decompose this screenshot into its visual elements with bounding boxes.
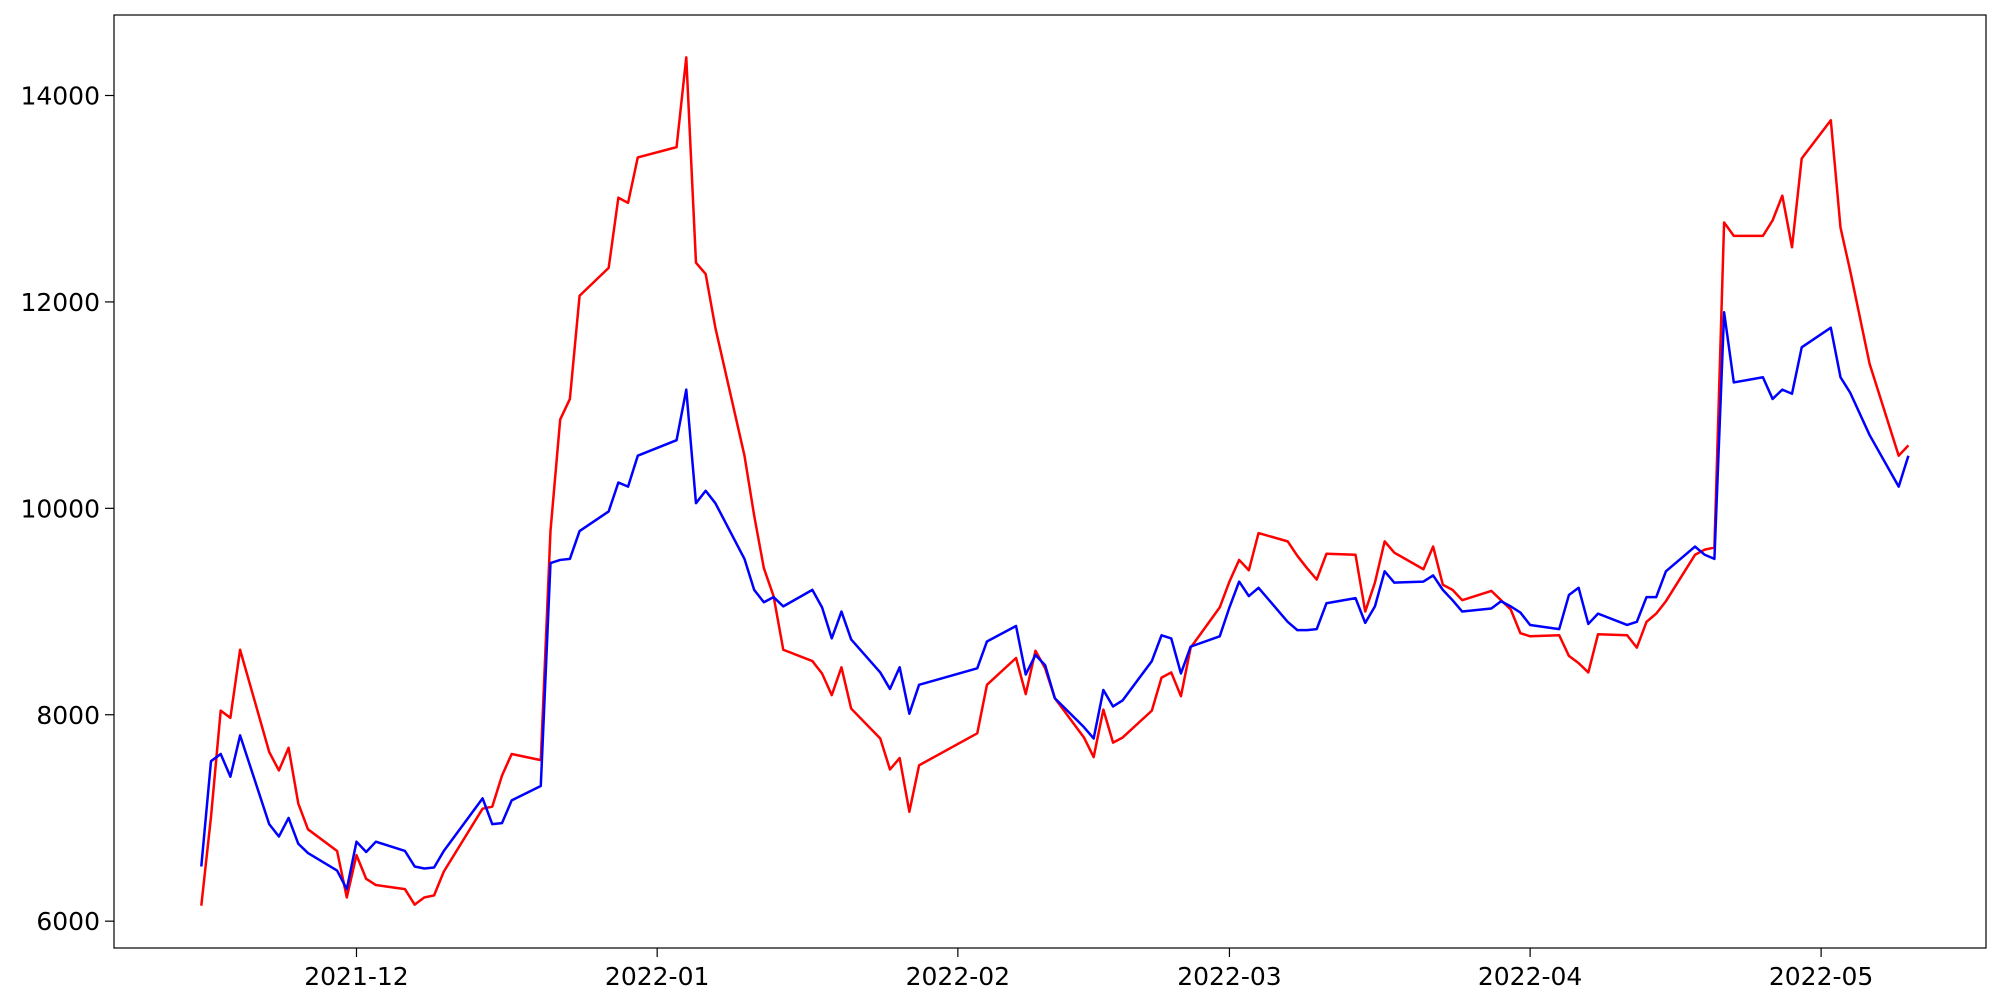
y-tick-label: 10000	[20, 494, 100, 523]
x-tick-label: 2021-12	[304, 962, 408, 991]
y-tick-label: 12000	[20, 288, 100, 317]
x-tick-label: 2022-03	[1177, 962, 1281, 991]
y-tick-label: 6000	[36, 907, 100, 936]
y-tick-label: 8000	[36, 701, 100, 730]
x-tick-label: 2022-05	[1769, 962, 1873, 991]
line-series	[200, 56, 1910, 906]
plot-frame	[113, 14, 1987, 949]
x-tick-label: 2022-01	[605, 962, 709, 991]
x-tick-label: 2022-02	[906, 962, 1010, 991]
y-tick-label: 14000	[20, 82, 100, 111]
line-series	[200, 310, 1910, 891]
x-tick-label: 2022-04	[1478, 962, 1582, 991]
